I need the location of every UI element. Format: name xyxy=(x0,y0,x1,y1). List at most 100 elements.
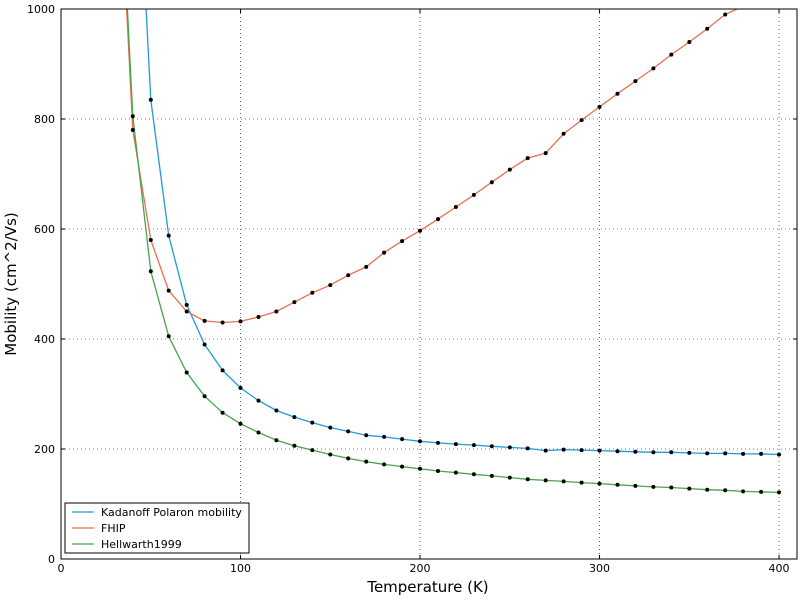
y-tick-label: 400 xyxy=(34,333,55,346)
legend-label-fhip: FHIP xyxy=(101,522,126,535)
data-point-fhip xyxy=(453,205,458,209)
data-point-kadanoff-polaron-mobility xyxy=(741,451,746,456)
x-tick-label: 400 xyxy=(769,562,790,575)
data-point-kadanoff-polaron-mobility xyxy=(507,445,512,450)
data-point-fhip xyxy=(292,300,297,305)
data-point-kadanoff-polaron-mobility xyxy=(238,385,243,390)
data-point-hellwarth1999 xyxy=(130,114,135,119)
data-point-hellwarth1999 xyxy=(202,394,207,399)
data-point-hellwarth1999 xyxy=(687,486,692,491)
data-point-hellwarth1999 xyxy=(543,478,548,483)
data-point-fhip xyxy=(130,128,135,132)
data-point-kadanoff-polaron-mobility xyxy=(615,449,620,454)
data-point-kadanoff-polaron-mobility xyxy=(705,451,710,456)
data-point-kadanoff-polaron-mobility xyxy=(723,451,728,456)
data-point-kadanoff-polaron-mobility xyxy=(579,448,584,453)
data-point-hellwarth1999 xyxy=(777,490,781,495)
legend-box xyxy=(64,502,250,554)
data-point-hellwarth1999 xyxy=(705,487,710,492)
data-point-hellwarth1999 xyxy=(741,489,746,494)
data-point-fhip xyxy=(220,320,225,325)
data-point-fhip xyxy=(346,273,351,278)
data-point-kadanoff-polaron-mobility xyxy=(597,448,602,453)
data-point-kadanoff-polaron-mobility xyxy=(148,97,153,102)
data-point-hellwarth1999 xyxy=(184,370,189,375)
x-tick-label: 300 xyxy=(589,562,610,575)
data-point-hellwarth1999 xyxy=(436,469,440,473)
data-point-hellwarth1999 xyxy=(346,456,351,461)
data-point-kadanoff-polaron-mobility xyxy=(669,450,674,455)
marker-layer xyxy=(130,12,781,495)
data-point-fhip xyxy=(597,104,602,109)
data-point-fhip xyxy=(471,192,476,197)
data-point-hellwarth1999 xyxy=(328,452,333,457)
data-point-kadanoff-polaron-mobility xyxy=(382,434,387,439)
data-point-hellwarth1999 xyxy=(148,269,153,274)
data-point-kadanoff-polaron-mobility xyxy=(471,443,476,448)
y-axis-label: Mobility (cm^2/Vs) xyxy=(2,212,20,355)
data-point-hellwarth1999 xyxy=(220,410,225,415)
data-point-hellwarth1999 xyxy=(292,443,297,448)
data-point-hellwarth1999 xyxy=(166,334,171,339)
data-point-kadanoff-polaron-mobility xyxy=(687,450,692,455)
legend: Kadanoff Polaron mobility FHIP Hellwarth19… xyxy=(64,502,250,554)
data-point-hellwarth1999 xyxy=(256,430,261,435)
data-point-hellwarth1999 xyxy=(238,421,243,426)
data-point-fhip xyxy=(166,288,171,293)
data-point-kadanoff-polaron-mobility xyxy=(346,429,351,434)
data-point-kadanoff-polaron-mobility xyxy=(759,451,764,456)
data-point-kadanoff-polaron-mobility xyxy=(651,450,656,455)
data-point-fhip xyxy=(274,309,279,314)
data-point-kadanoff-polaron-mobility xyxy=(328,425,333,430)
data-point-kadanoff-polaron-mobility xyxy=(274,408,279,413)
plot-frame xyxy=(60,8,798,560)
data-point-hellwarth1999 xyxy=(400,464,405,469)
data-point-kadanoff-polaron-mobility xyxy=(184,302,189,307)
grid xyxy=(61,9,797,559)
data-point-kadanoff-polaron-mobility xyxy=(777,452,781,457)
data-point-hellwarth1999 xyxy=(723,488,728,493)
data-point-fhip xyxy=(669,52,674,57)
data-point-fhip xyxy=(328,283,333,288)
data-point-hellwarth1999 xyxy=(274,438,279,443)
data-point-fhip xyxy=(687,40,692,44)
data-point-hellwarth1999 xyxy=(453,470,458,475)
data-point-hellwarth1999 xyxy=(489,473,494,478)
data-point-kadanoff-polaron-mobility xyxy=(364,433,369,438)
data-point-hellwarth1999 xyxy=(561,479,566,484)
data-point-fhip xyxy=(651,66,656,71)
data-point-fhip xyxy=(400,239,405,244)
data-point-hellwarth1999 xyxy=(525,477,530,482)
data-point-fhip xyxy=(489,180,494,185)
data-point-kadanoff-polaron-mobility xyxy=(202,342,207,347)
data-point-hellwarth1999 xyxy=(615,482,620,487)
data-point-hellwarth1999 xyxy=(310,448,315,453)
data-point-fhip xyxy=(310,290,315,295)
data-point-fhip xyxy=(723,12,728,17)
x-tick-label: 100 xyxy=(230,562,251,575)
data-point-fhip xyxy=(579,118,584,123)
data-point-fhip xyxy=(238,319,243,324)
x-tick-label: 0 xyxy=(58,562,65,575)
data-point-fhip xyxy=(202,318,207,323)
data-point-fhip xyxy=(705,26,710,31)
data-point-fhip xyxy=(525,156,530,161)
data-point-kadanoff-polaron-mobility xyxy=(166,233,171,238)
data-point-fhip xyxy=(382,250,387,255)
data-point-kadanoff-polaron-mobility xyxy=(543,448,548,453)
data-point-hellwarth1999 xyxy=(418,466,422,471)
y-tick-label: 1000 xyxy=(27,3,55,16)
data-point-fhip xyxy=(148,238,153,242)
y-tick-label: 0 xyxy=(48,553,55,566)
data-point-kadanoff-polaron-mobility xyxy=(525,446,530,451)
data-point-kadanoff-polaron-mobility xyxy=(418,439,422,444)
data-point-kadanoff-polaron-mobility xyxy=(400,437,405,442)
data-point-hellwarth1999 xyxy=(597,481,602,486)
data-point-kadanoff-polaron-mobility xyxy=(633,449,638,454)
data-point-hellwarth1999 xyxy=(579,480,584,485)
data-point-fhip xyxy=(364,264,369,269)
data-point-fhip xyxy=(436,217,440,222)
data-point-hellwarth1999 xyxy=(471,472,476,477)
